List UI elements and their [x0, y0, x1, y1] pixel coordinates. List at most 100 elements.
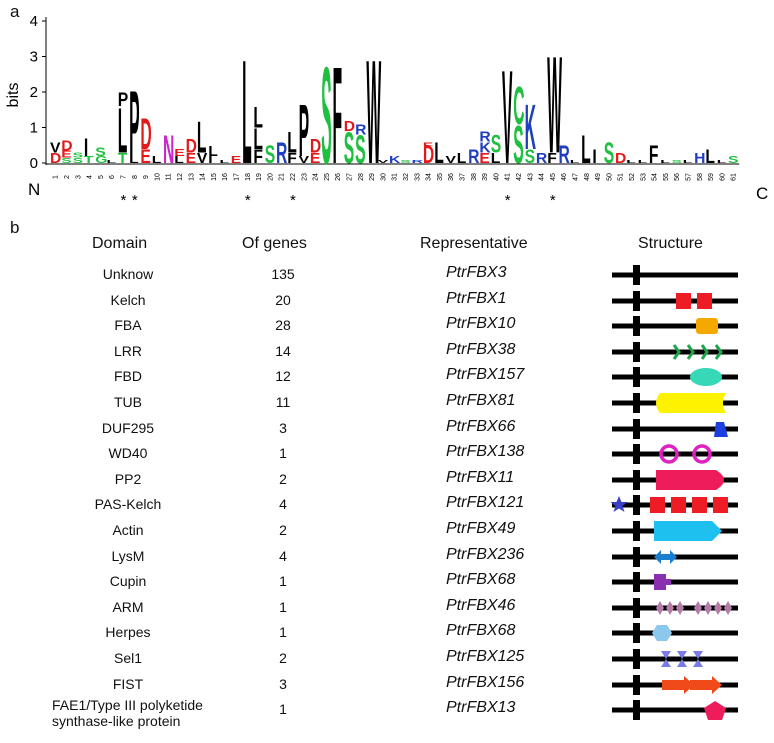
- gene-count: 3: [279, 675, 287, 692]
- position-label: 38: [471, 173, 478, 181]
- domain-row: FBA 28 PtrFBX10: [0, 313, 774, 339]
- fist-domain: [662, 675, 694, 694]
- representative-gene: PtrFBX236: [446, 545, 525, 563]
- structure-diagram: [612, 418, 738, 439]
- domain-name: Kelch: [8, 292, 248, 308]
- herpes-domain: [652, 625, 672, 642]
- domain-name: Unknow: [8, 266, 248, 282]
- protein-backbone: [612, 451, 738, 457]
- domain-name-line1: FBA: [114, 317, 142, 334]
- pas-domain: [610, 496, 628, 513]
- position-label: 41: [505, 173, 512, 181]
- domain-row: Actin 2 PtrFBX49: [0, 518, 774, 544]
- domain-name: FIST: [8, 676, 248, 692]
- position-label: 44: [539, 173, 546, 181]
- domain-name: DUF295: [8, 420, 248, 436]
- gene-count: 1: [279, 624, 287, 641]
- logo-letter: L: [208, 143, 218, 159]
- position-label: 46: [561, 173, 568, 181]
- logo-letter: T: [118, 150, 128, 166]
- panel-b-label: b: [10, 218, 20, 237]
- logo-letter: L: [197, 114, 207, 163]
- logo-letter: F: [253, 145, 263, 167]
- conserved-marker: *: [505, 192, 511, 209]
- logo-letter: F: [287, 150, 297, 166]
- logo-letter: S: [672, 159, 683, 165]
- domain-name-line1: DUF295: [101, 419, 155, 436]
- fbox-domain: [633, 546, 640, 567]
- position-label: 22: [290, 173, 297, 181]
- conserved-marker: *: [290, 192, 296, 209]
- domain-row: Unknow 135 PtrFBX3: [0, 262, 774, 288]
- actin-domain: [654, 521, 722, 541]
- logo-letter: P: [299, 91, 309, 173]
- position-label: 54: [652, 173, 659, 181]
- position-label: 57: [685, 173, 692, 181]
- logo-letter: L: [581, 129, 591, 172]
- domain-row: FIST 3 PtrFBX156: [0, 672, 774, 698]
- pp2-domain: [656, 469, 724, 490]
- fist-domain: [690, 675, 722, 694]
- gene-count: 3: [279, 419, 287, 436]
- domain-name: FBA: [8, 317, 248, 333]
- lrr-repeat: [672, 343, 681, 360]
- position-label: 11: [166, 173, 173, 180]
- structure-diagram: [612, 444, 738, 465]
- logo-letter: L: [129, 154, 139, 165]
- position-label: 17: [233, 173, 240, 181]
- logo-letter: H: [694, 150, 705, 166]
- tub-domain: [656, 393, 726, 413]
- logo-letter: L: [705, 145, 715, 167]
- kelch-repeat: [692, 497, 707, 514]
- logo-letter: C: [513, 76, 524, 136]
- logo-letter: D: [50, 150, 61, 166]
- logo-letter: L: [626, 159, 636, 165]
- logo-letter: L: [152, 154, 162, 165]
- logo-letter: I: [592, 145, 596, 167]
- logo-letter: V: [299, 154, 310, 165]
- fbox-domain: [633, 367, 640, 388]
- gene-count: 1: [279, 445, 287, 462]
- wd40-repeat: [659, 444, 679, 464]
- domain-name: LysM: [8, 548, 248, 564]
- domain-name-line1: TUB: [114, 394, 142, 410]
- position-label: 50: [606, 173, 613, 181]
- representative-gene: PtrFBX81: [446, 392, 516, 409]
- logo-letter: L: [660, 159, 670, 165]
- position-label: 1: [53, 175, 60, 179]
- y-tick-label: 1: [30, 120, 38, 137]
- logo-letter: F: [547, 150, 557, 166]
- logo-letter: K: [525, 91, 536, 162]
- logo-letter: P: [118, 88, 129, 110]
- domain-row: Herpes 1 PtrFBX68: [0, 620, 774, 646]
- domain-name-line1: FBD: [114, 368, 142, 385]
- structure-diagram: [612, 393, 738, 413]
- position-label: 55: [663, 173, 670, 181]
- arm-repeat: [656, 600, 664, 615]
- position-label: 13: [188, 173, 195, 181]
- domain-row: FBD 12 PtrFBX157: [0, 364, 774, 390]
- logo-letter: L: [491, 150, 501, 166]
- position-label: 58: [697, 173, 704, 181]
- logo-letter: L: [220, 159, 230, 165]
- position-label: 34: [426, 173, 433, 181]
- logo-letter: G: [95, 154, 107, 165]
- logo-letter: L: [638, 159, 648, 165]
- position-label: 14: [200, 173, 207, 181]
- lrr-repeat: [686, 343, 695, 360]
- position-label: 28: [358, 173, 365, 181]
- logo-letter: I: [84, 134, 88, 161]
- domain-name-line1: Unknow: [102, 266, 154, 282]
- domain-name-line1: ARM: [112, 598, 144, 615]
- fbox-domain: [633, 341, 640, 362]
- logo-letter: L: [242, 31, 252, 196]
- position-label: 51: [618, 173, 625, 181]
- protein-backbone: [612, 656, 738, 662]
- logo-letter: E: [186, 150, 196, 166]
- logo-letter: V: [446, 154, 457, 165]
- gene-count: 20: [275, 291, 291, 308]
- logo-letter: V: [50, 140, 61, 156]
- structure-diagram: [612, 521, 738, 541]
- domain-row: DUF295 3 PtrFBX66: [0, 416, 774, 442]
- logo-letter: D: [186, 135, 197, 157]
